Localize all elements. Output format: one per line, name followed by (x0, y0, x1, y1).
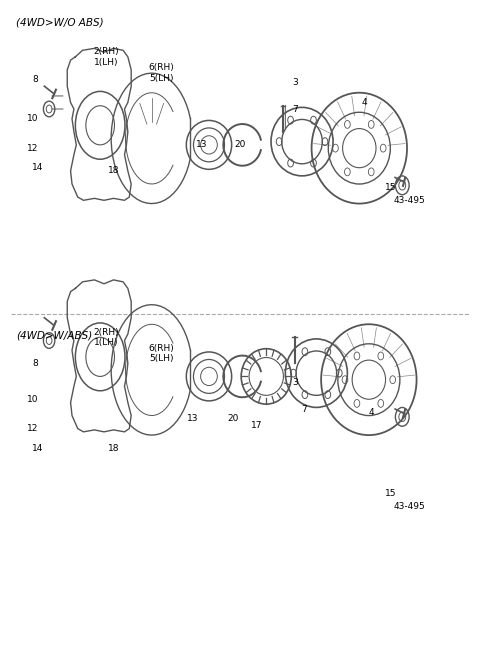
Text: 10: 10 (27, 114, 38, 123)
Text: 12: 12 (27, 143, 38, 153)
Text: 6(RH)
5(LH): 6(RH) 5(LH) (148, 64, 174, 83)
Text: 15: 15 (384, 183, 396, 192)
Text: 18: 18 (108, 166, 120, 176)
Text: 8: 8 (32, 359, 37, 368)
Text: 2(RH)
1(LH): 2(RH) 1(LH) (94, 328, 119, 347)
Text: 7: 7 (301, 405, 307, 413)
Text: 7: 7 (292, 105, 298, 113)
Text: 2(RH)
1(LH): 2(RH) 1(LH) (94, 47, 119, 67)
Text: 8: 8 (32, 75, 37, 84)
Text: 6(RH)
5(LH): 6(RH) 5(LH) (148, 344, 174, 364)
Text: (4WD>W/ABS): (4WD>W/ABS) (16, 331, 92, 341)
Text: 18: 18 (108, 443, 120, 453)
Text: 20: 20 (227, 415, 239, 423)
Text: 12: 12 (27, 424, 38, 433)
Text: 43-495: 43-495 (394, 502, 425, 512)
Text: 13: 13 (187, 415, 198, 423)
Text: 3: 3 (292, 379, 298, 388)
Text: 4: 4 (361, 98, 367, 107)
Text: 43-495: 43-495 (394, 196, 425, 205)
Text: 17: 17 (251, 421, 263, 430)
Text: (4WD>W/O ABS): (4WD>W/O ABS) (16, 18, 103, 28)
Text: 13: 13 (196, 140, 207, 149)
Text: 10: 10 (27, 395, 38, 403)
Text: 4: 4 (369, 408, 374, 417)
Text: 14: 14 (32, 443, 43, 453)
Text: 15: 15 (384, 489, 396, 498)
Text: 3: 3 (292, 79, 298, 87)
Text: 20: 20 (234, 140, 246, 149)
Text: 14: 14 (32, 163, 43, 172)
